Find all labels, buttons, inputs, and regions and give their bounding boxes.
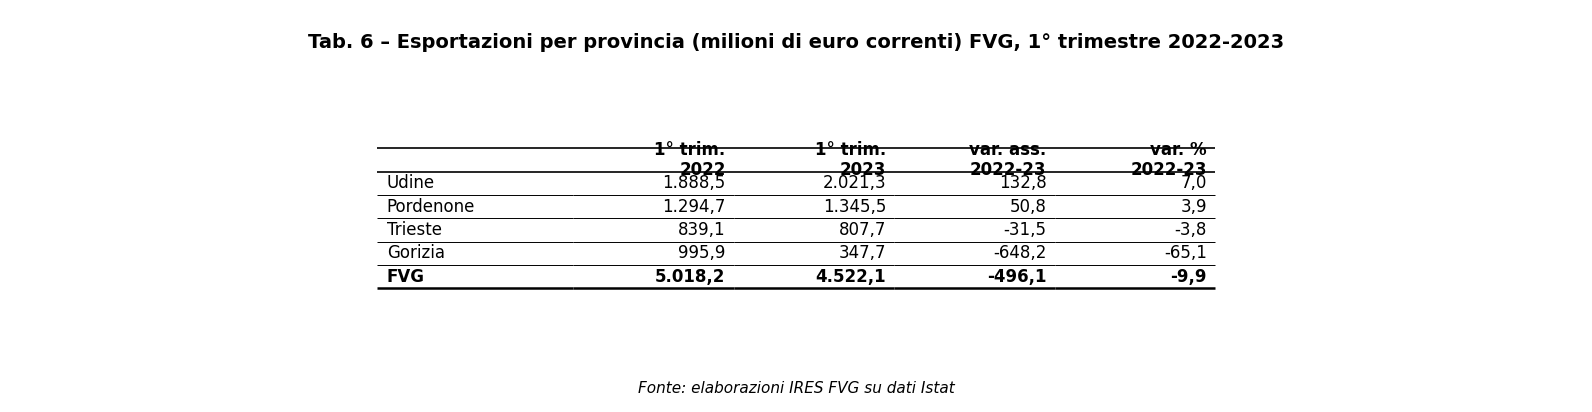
Text: Tab. 6 – Esportazioni per provincia (milioni di euro correnti) FVG, 1° trimestre: Tab. 6 – Esportazioni per provincia (mil… (307, 33, 1285, 52)
Text: Fonte: elaborazioni IRES FVG su dati Istat: Fonte: elaborazioni IRES FVG su dati Ist… (638, 381, 954, 396)
